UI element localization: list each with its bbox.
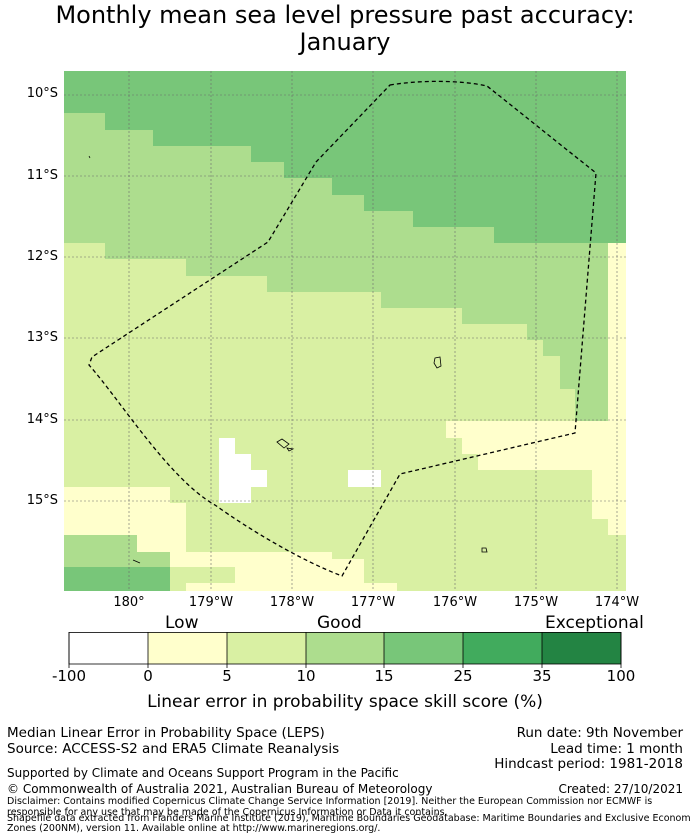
disclaimer-line3: Shapefile data extracted from Flanders M… bbox=[7, 813, 690, 824]
disclaimer-line1: Disclaimer: Contains modified Copernicus… bbox=[7, 796, 653, 807]
lat-label-11s: 11°S bbox=[26, 168, 58, 183]
colorbar-tick-7: 100 bbox=[606, 667, 636, 685]
skill-score-map bbox=[64, 71, 626, 591]
hindcast-period: Hindcast period: 1981-2018 bbox=[494, 756, 683, 772]
colorbar-seg-2 bbox=[227, 632, 306, 664]
lat-label-12s: 12°S bbox=[26, 249, 58, 264]
lon-label-179w: 179°W bbox=[188, 595, 234, 610]
lon-label-178w: 178°W bbox=[269, 595, 315, 610]
islands bbox=[88, 155, 488, 564]
created-date: Created: 27/10/2021 bbox=[558, 782, 683, 796]
colorbar-seg-1 bbox=[148, 632, 227, 664]
skill-region-excellent bbox=[64, 71, 626, 243]
skill-region-low-2 bbox=[348, 470, 381, 487]
disclaimer-line2: responsible for any use that may be made… bbox=[7, 807, 448, 818]
colorbar-tick-3: 10 bbox=[296, 667, 316, 685]
colorbar-tick-2: 5 bbox=[222, 667, 232, 685]
skill-region-good-2 bbox=[64, 276, 575, 421]
lead-time: Lead time: 1 month bbox=[550, 741, 683, 757]
island-small-3 bbox=[132, 559, 141, 564]
colorbar bbox=[68, 632, 622, 668]
lon-label-175w: 175°W bbox=[513, 595, 559, 610]
lon-label-176w: 176°W bbox=[432, 595, 478, 610]
skill-region-very-good-2 bbox=[64, 535, 170, 567]
island-small-4 bbox=[88, 155, 91, 159]
skill-region-excellent-2 bbox=[64, 567, 170, 591]
lat-label-14s: 14°S bbox=[26, 412, 58, 427]
skill-region-low bbox=[219, 438, 267, 503]
colorbar-tick-6: 35 bbox=[532, 667, 552, 685]
colorbar-tick-0: -100 bbox=[51, 667, 87, 685]
lat-label-10s: 10°S bbox=[26, 86, 58, 101]
colorbar-seg-6 bbox=[542, 632, 621, 664]
support-note: Supported by Climate and Oceans Support … bbox=[7, 766, 399, 780]
colorbar-tick-4: 15 bbox=[374, 667, 394, 685]
island-small-2 bbox=[481, 547, 488, 553]
map-gridlines bbox=[64, 71, 626, 591]
chart-title-line2: January bbox=[299, 28, 391, 56]
eez-boundary bbox=[88, 80, 597, 577]
copyright: © Commonwealth of Australia 2021, Austra… bbox=[7, 782, 433, 796]
colorbar-seg-4 bbox=[384, 632, 463, 664]
run-date: Run date: 9th November bbox=[516, 725, 683, 741]
lon-label-180: 180° bbox=[113, 595, 145, 610]
lat-label-15s: 15°S bbox=[26, 493, 58, 508]
lon-label-177w: 177°W bbox=[350, 595, 396, 610]
category-low: Low bbox=[165, 613, 199, 633]
data-source: Source: ACCESS-S2 and ERA5 Climate Reana… bbox=[7, 741, 340, 757]
colorbar-seg-0 bbox=[69, 632, 148, 664]
category-exceptional: Exceptional bbox=[545, 613, 644, 633]
disclaimer-line4: Zones (200NM), version 11. Available onl… bbox=[7, 823, 381, 834]
lat-label-13s: 13°S bbox=[26, 330, 58, 345]
colorbar-seg-3 bbox=[306, 632, 384, 664]
lon-label-174w: 174°W bbox=[594, 595, 640, 610]
colorbar-tick-1: 0 bbox=[143, 667, 153, 685]
product-name: Median Linear Error in Probability Space… bbox=[7, 725, 325, 741]
island-small-1 bbox=[286, 447, 295, 452]
colorbar-seg-5 bbox=[463, 632, 542, 664]
island-tongatapu bbox=[276, 438, 290, 449]
category-good: Good bbox=[317, 613, 362, 633]
chart-title-line1: Monthly mean sea level pressure past acc… bbox=[55, 1, 635, 29]
colorbar-label: Linear error in probability space skill … bbox=[147, 692, 543, 712]
colorbar-tick-5: 25 bbox=[453, 667, 473, 685]
island-eua bbox=[433, 356, 442, 369]
